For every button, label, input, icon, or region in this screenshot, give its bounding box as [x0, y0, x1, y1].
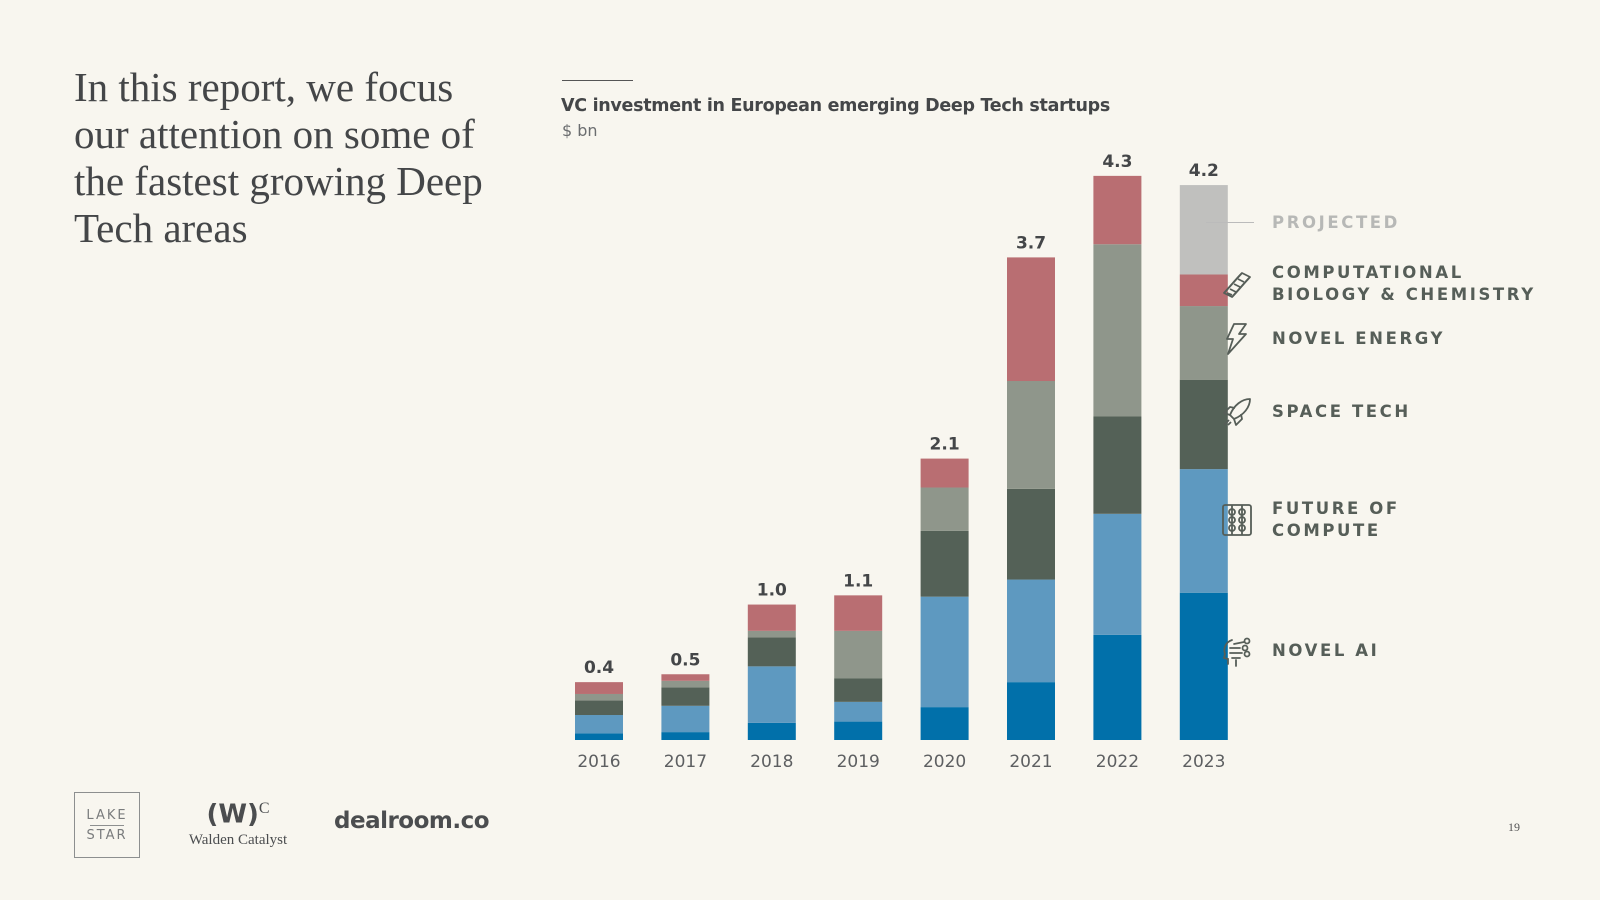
dealroom-logo: dealroom.co [334, 808, 490, 834]
headline: In this report, we focus our attention o… [74, 64, 483, 251]
bar-segment-computational-biology-chemistry-2021 [1007, 257, 1055, 382]
bar-segment-novel-ai-2023 [1179, 592, 1228, 740]
legend-item-novel-energy: NOVEL ENERGY [1220, 322, 1445, 356]
bar-segment-space-tech-2019 [834, 678, 883, 702]
bar-segment-novel-ai-2016 [575, 733, 623, 740]
x-tick-label: 2016 [577, 752, 620, 772]
rocket-icon [1220, 395, 1254, 429]
bar-segment-novel-energy-2018 [747, 630, 796, 638]
walden-catalyst-logo: (W)C Walden Catalyst [178, 794, 298, 849]
lake-star-logo-bottom: STAR [86, 827, 128, 843]
bar-total-label: 1.1 [843, 571, 873, 591]
legend-label: FUTURE OF COMPUTE [1272, 499, 1400, 540]
bar-segment-novel-energy-2019 [834, 630, 883, 679]
bar-segment-computational-biology-chemistry-2016 [575, 682, 623, 694]
bar-segment-future-of-compute-2022 [1093, 513, 1142, 635]
bar-segment-computational-biology-chemistry-2023 [1179, 274, 1228, 307]
dna-icon [1220, 267, 1254, 301]
x-tick-label: 2020 [923, 752, 966, 772]
x-tick-label: 2021 [1009, 752, 1052, 772]
legend-item-novel-ai: NOVEL AI [1220, 634, 1379, 668]
bar-segment-novel-energy-2021 [1007, 381, 1055, 489]
legend-label: COMPUTATIONAL BIOLOGY & CHEMISTRY [1272, 263, 1536, 304]
legend-item-projected: PROJECTED [1272, 212, 1400, 234]
bar-segment-future-of-compute-2016 [575, 715, 623, 734]
x-tick-label: 2018 [750, 752, 793, 772]
x-tick-label: 2017 [664, 752, 707, 772]
bar-segment-novel-energy-2016 [575, 693, 623, 701]
bar-segment-novel-ai-2020 [920, 707, 969, 740]
bar-total-label: 3.7 [1016, 233, 1046, 253]
bar-total-label: 1.0 [757, 581, 787, 601]
bar-total-label: 2.1 [930, 435, 960, 455]
lake-star-logo-top: LAKE [86, 807, 128, 823]
bar-segment-space-tech-2016 [575, 700, 623, 716]
lake-star-logo: LAKE STAR [74, 792, 140, 858]
legend-label: NOVEL AI [1272, 641, 1380, 660]
bar-segment-future-of-compute-2020 [920, 596, 969, 708]
chart-title: VC investment in European emerging Deep … [561, 96, 1110, 116]
bar-segment-computational-biology-chemistry-2020 [920, 458, 969, 488]
bar-segment-future-of-compute-2018 [747, 666, 796, 723]
bar-segment-computational-biology-chemistry-2019 [834, 595, 883, 631]
chart-legend: PROJECTED COMPUTATIONAL BIOLOGY & CHEMIS… [1220, 0, 1600, 760]
bar-segment-computational-biology-chemistry-2018 [747, 604, 796, 631]
bar-segment-future-of-compute-2017 [661, 705, 710, 733]
bar-segment-space-tech-2023 [1179, 379, 1228, 470]
projected-leader-line [1206, 222, 1254, 223]
bar-segment-novel-ai-2019 [834, 721, 883, 740]
walden-catalyst-name: Walden Catalyst [188, 831, 288, 848]
bar-total-label: 4.3 [1102, 152, 1132, 172]
bar-segment-computational-biology-chemistry-2017 [661, 674, 710, 681]
bar-segment-novel-energy-2017 [661, 680, 710, 688]
lightning-bolt-icon [1220, 322, 1254, 356]
bar-segment-future-of-compute-2019 [834, 701, 883, 722]
bar-segment-space-tech-2020 [920, 530, 969, 597]
bar-segment-novel-ai-2017 [661, 732, 710, 740]
ai-head-icon [1220, 634, 1254, 668]
walden-catalyst-mark: (W)C [178, 794, 298, 830]
walden-mark-text: (W) [206, 799, 259, 830]
bar-segment-novel-ai-2021 [1007, 682, 1055, 740]
bar-segment-space-tech-2018 [747, 637, 796, 667]
bar-total-label: 0.5 [670, 650, 700, 670]
x-tick-label: 2022 [1096, 752, 1139, 772]
x-tick-label: 2023 [1182, 752, 1225, 772]
bar-segment-novel-ai-2018 [747, 722, 796, 740]
bar-segment-space-tech-2017 [661, 687, 710, 706]
bar-segment-novel-ai-2022 [1093, 634, 1142, 740]
legend-item-space-tech: SPACE TECH [1220, 395, 1411, 429]
bar-segment-novel-energy-2022 [1093, 244, 1142, 417]
walden-mark-superscript: C [258, 800, 270, 817]
bar-total-label: 0.4 [584, 658, 614, 678]
x-tick-label: 2019 [837, 752, 880, 772]
bar-segment-novel-energy-2020 [920, 487, 969, 531]
chart-title-rule [562, 80, 633, 81]
bar-segment-future-of-compute-2023 [1179, 469, 1228, 593]
bar-segment-space-tech-2021 [1007, 488, 1055, 580]
abacus-icon [1220, 503, 1254, 537]
legend-label: SPACE TECH [1272, 402, 1411, 421]
lake-star-logo-divider [90, 824, 124, 826]
bar-segment-novel-energy-2023 [1179, 306, 1228, 380]
bar-segment-projected-2023 [1179, 185, 1228, 275]
legend-label: NOVEL ENERGY [1272, 329, 1446, 348]
legend-item-computational-biology: COMPUTATIONAL BIOLOGY & CHEMISTRY [1220, 262, 1536, 306]
bar-segment-future-of-compute-2021 [1007, 579, 1055, 683]
chart-unit-label: $ bn [562, 121, 598, 140]
bar-total-label: 4.2 [1189, 161, 1219, 181]
page-number: 19 [1508, 820, 1520, 834]
bar-segment-space-tech-2022 [1093, 416, 1142, 514]
legend-label: PROJECTED [1272, 213, 1400, 232]
bar-segment-computational-biology-chemistry-2022 [1093, 175, 1142, 245]
legend-item-future-of-compute: FUTURE OF COMPUTE [1220, 498, 1400, 542]
